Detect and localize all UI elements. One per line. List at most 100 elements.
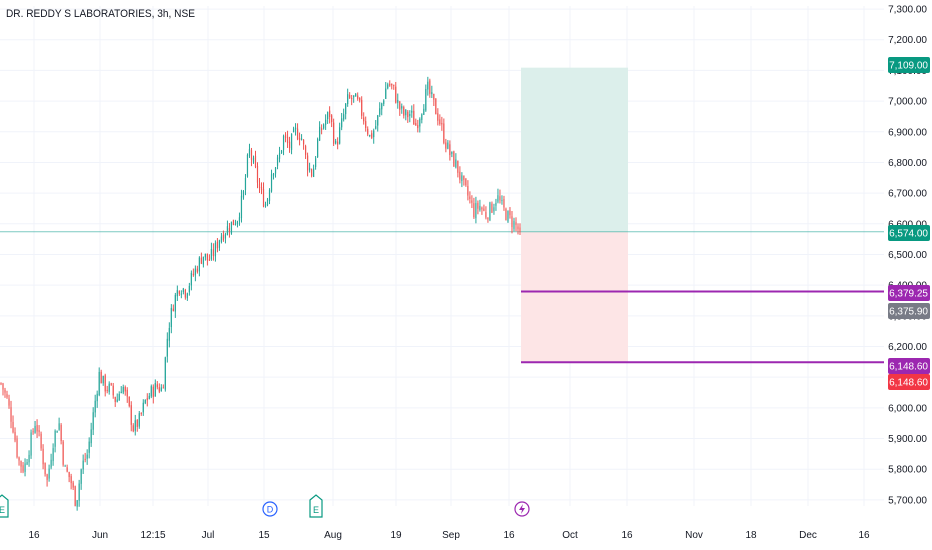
- candle-body: [154, 383, 156, 397]
- candle-body: [284, 134, 287, 138]
- candle-body: [28, 454, 30, 463]
- candle-body: [2, 383, 4, 390]
- candle-body: [419, 118, 421, 127]
- candle-body: [365, 121, 367, 128]
- x-tick-label: 16: [28, 530, 40, 541]
- candle-body: [70, 476, 72, 484]
- candle-body: [30, 432, 32, 456]
- candle-body: [519, 227, 521, 232]
- candle-body: [503, 199, 505, 208]
- candle-body: [319, 126, 321, 141]
- candle-body: [58, 423, 60, 430]
- candle-body: [343, 114, 345, 120]
- candle-body: [473, 203, 475, 218]
- candle-body: [282, 135, 285, 150]
- earnings-marker-icon[interactable]: [0, 494, 9, 518]
- candle-body: [210, 248, 213, 260]
- x-tick-label: 15: [258, 530, 270, 541]
- y-tick-label: 5,700.00: [888, 495, 927, 506]
- y-tick-label: 5,800.00: [888, 465, 927, 476]
- candle-body: [403, 107, 405, 116]
- candle-body: [449, 144, 451, 156]
- candle-body: [156, 384, 158, 388]
- y-tick-label: 6,000.00: [888, 403, 927, 414]
- dividend-marker-label: D: [267, 505, 274, 515]
- candle-body: [467, 186, 469, 196]
- candle-body: [288, 141, 291, 149]
- candle-body: [353, 95, 355, 98]
- candle-body: [431, 92, 433, 95]
- x-tick-label: Dec: [799, 530, 817, 541]
- candle-body: [260, 187, 263, 191]
- candle-body: [433, 93, 435, 100]
- candle-body: [212, 249, 215, 256]
- candle-body: [218, 240, 221, 248]
- candle-body: [238, 217, 241, 222]
- candle-body: [437, 113, 439, 121]
- candle-body: [383, 100, 385, 104]
- candle-body: [116, 399, 118, 402]
- x-tick-label: 16: [503, 530, 515, 541]
- candle-body: [214, 242, 217, 257]
- candle-body: [264, 204, 267, 207]
- candle-body: [24, 463, 26, 472]
- candle-body: [84, 458, 86, 460]
- candle-body: [92, 412, 94, 430]
- candle-body: [325, 119, 327, 125]
- candle-body: [64, 465, 66, 467]
- x-tick-label: 16: [621, 530, 633, 541]
- candle-body: [497, 195, 499, 202]
- candle-body: [8, 398, 10, 406]
- candle-body: [54, 430, 56, 447]
- candle-body: [296, 128, 299, 140]
- candle-body: [439, 119, 441, 124]
- candle-body: [471, 200, 473, 203]
- candle-body: [479, 205, 481, 211]
- candle-body: [294, 127, 297, 130]
- x-tick-label: 18: [745, 530, 757, 541]
- candle-body: [397, 99, 399, 103]
- candle-body: [345, 103, 347, 115]
- candle-body: [160, 387, 162, 392]
- candle-body: [128, 396, 130, 407]
- candle-body: [78, 483, 80, 501]
- candle-body: [142, 402, 144, 413]
- candle-body: [256, 166, 259, 183]
- candle-body: [337, 141, 339, 145]
- price-tag-target: [888, 57, 930, 73]
- candle-body: [112, 385, 114, 396]
- candle-body: [379, 108, 381, 115]
- dividend-marker-icon[interactable]: [262, 501, 278, 517]
- y-tick-label: 6,600.00: [888, 219, 927, 230]
- candle-body: [513, 220, 515, 229]
- candle-body: [124, 386, 126, 392]
- candle-body: [371, 133, 373, 138]
- candle-body: [188, 286, 190, 293]
- candle-body: [313, 168, 315, 178]
- stop-zone[interactable]: [521, 231, 628, 363]
- candle-body: [228, 228, 231, 232]
- candle-body: [308, 167, 311, 171]
- candle-body: [4, 389, 6, 393]
- candle-body: [26, 462, 28, 465]
- candle-body: [331, 115, 333, 122]
- candle-body: [347, 94, 349, 104]
- candle-body: [511, 216, 513, 228]
- candle-body: [427, 81, 429, 90]
- candle-body: [409, 114, 411, 116]
- target-zone[interactable]: [521, 67, 628, 232]
- candle-body: [118, 393, 120, 401]
- candle-body: [459, 171, 461, 180]
- candle-body: [429, 80, 431, 94]
- earnings-marker-icon[interactable]: [309, 494, 323, 518]
- candle-body: [36, 425, 38, 432]
- candle-body: [140, 412, 142, 414]
- price-tag-label: 6,148.60: [889, 378, 928, 389]
- candle-body: [373, 130, 375, 138]
- candle-body: [164, 357, 166, 390]
- candle-body: [192, 273, 194, 276]
- candle-body: [447, 142, 449, 149]
- x-tick-label: Jun: [92, 530, 108, 541]
